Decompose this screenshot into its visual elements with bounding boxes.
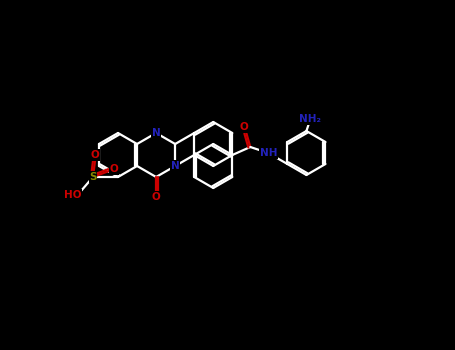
Text: NH₂: NH₂ (299, 114, 321, 124)
Text: NH: NH (259, 148, 277, 158)
Text: O: O (91, 150, 99, 160)
Text: N: N (152, 128, 161, 138)
Text: O: O (152, 192, 161, 202)
Text: O: O (240, 122, 249, 132)
Text: O: O (110, 164, 118, 174)
Text: HO: HO (64, 190, 82, 200)
Text: S: S (89, 172, 97, 182)
Text: N: N (171, 161, 180, 171)
